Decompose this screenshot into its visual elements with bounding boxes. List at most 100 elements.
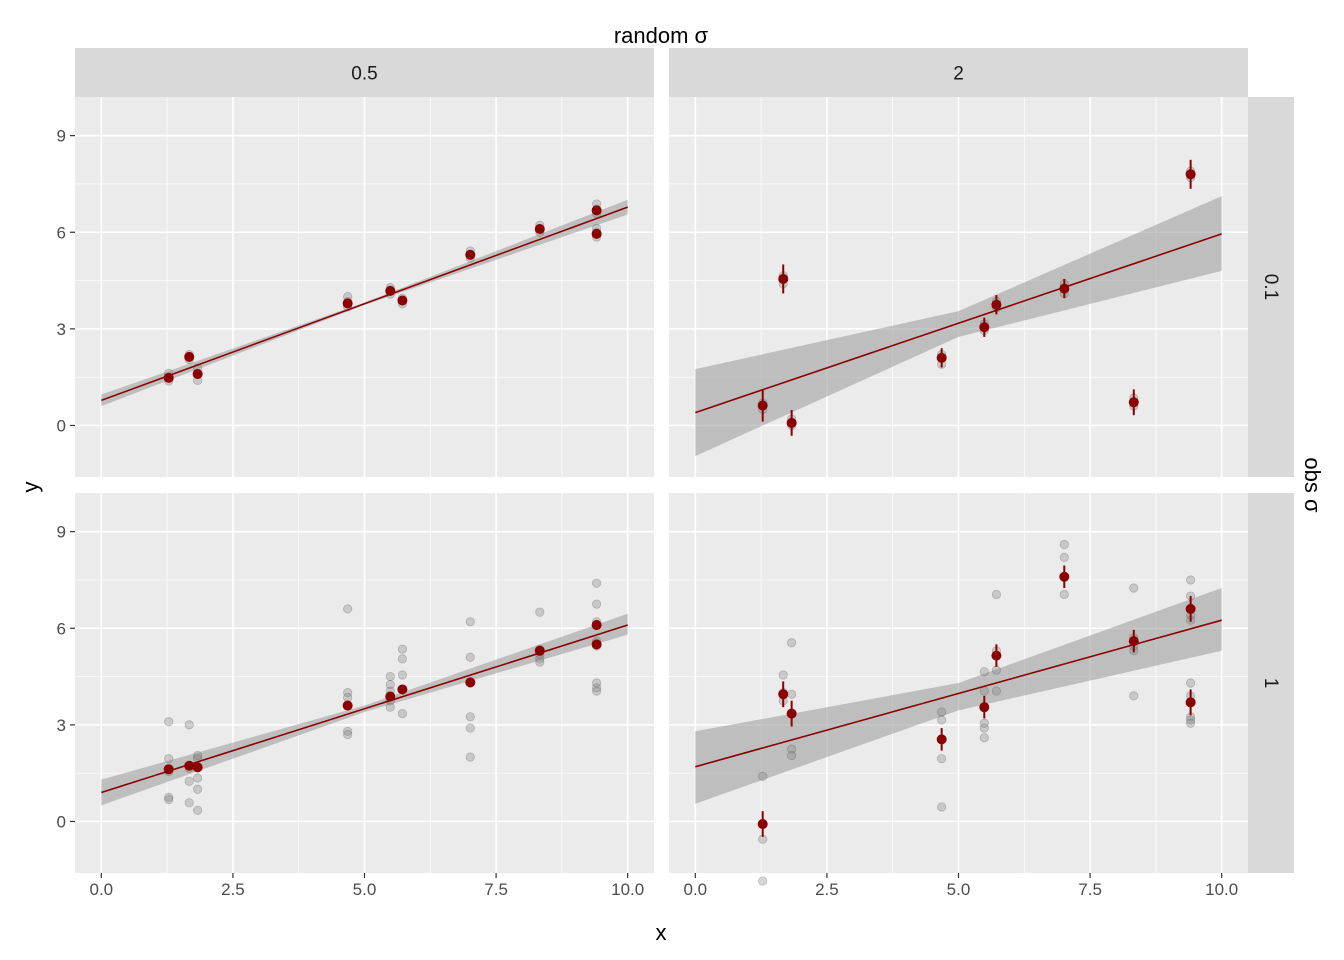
panel-2-0.1 (669, 97, 1248, 477)
panel-2-1 (669, 493, 1248, 886)
observation-point (397, 708, 407, 719)
mean-point (342, 298, 353, 309)
observation-point (1186, 678, 1196, 688)
y-tick-label: 3 (57, 320, 66, 339)
observation-point (193, 784, 203, 794)
observation-point (397, 654, 407, 664)
row-strips: 0.11 (1248, 97, 1294, 873)
mean-point (979, 322, 990, 333)
observation-point (465, 652, 475, 662)
observation-point (465, 712, 475, 722)
column-strips: 0.5 2 (75, 48, 1248, 97)
observation-point (979, 718, 989, 728)
observation-point (164, 792, 174, 802)
y-axis: 0 3 6 9 0 3 6 9 (57, 127, 75, 831)
x-tick-label: 5.0 (353, 880, 377, 899)
mean-point (192, 762, 203, 773)
mean-point (1059, 571, 1070, 582)
mean-point (778, 689, 789, 700)
x-tick-label: 2.5 (815, 880, 839, 899)
mean-point (534, 645, 545, 656)
mean-point (1185, 169, 1196, 180)
mean-point (991, 299, 1002, 310)
observation-point (1129, 691, 1139, 701)
col-strip-label: 0.5 (351, 64, 377, 85)
mean-point (465, 677, 476, 688)
observation-point (164, 754, 174, 764)
row-strip-1 (1248, 493, 1294, 873)
observation-point (184, 776, 194, 786)
mean-point (184, 760, 195, 771)
y-axis-title: y (18, 482, 43, 493)
x-tick-label: 5.0 (947, 880, 971, 899)
observation-point (465, 617, 475, 627)
x-axis: 0.0 2.5 5.0 7.5 10.0 0.0 2.5 5.0 7.5 10.0 (89, 873, 1238, 899)
confidence-ribbon (695, 196, 1222, 457)
mean-point (385, 285, 396, 296)
mean-point (757, 819, 768, 830)
mean-point (591, 620, 602, 631)
observation-point (1186, 718, 1196, 728)
observation-point (787, 689, 797, 699)
observation-point (787, 750, 797, 761)
x-tick-label: 0.0 (683, 880, 707, 899)
mean-point (786, 417, 797, 428)
observation-point (592, 683, 602, 693)
observation-point (397, 670, 407, 680)
observation-point (979, 733, 989, 743)
y-tick-label: 0 (57, 416, 66, 435)
y-tick-label: 6 (57, 223, 66, 242)
observation-point (778, 670, 788, 680)
observation-point (592, 599, 602, 609)
mean-point (991, 650, 1002, 661)
y-tick-label: 9 (57, 523, 66, 542)
observation-point (758, 876, 768, 886)
observation-point (164, 717, 174, 727)
observation-point (1059, 589, 1069, 600)
observation-point (343, 726, 353, 736)
y-tick-label: 9 (57, 127, 66, 146)
regression-line (101, 206, 628, 402)
observation-point (193, 773, 203, 783)
observation-point (397, 644, 407, 654)
row-facet-title: obs σ (1300, 457, 1325, 513)
mean-point (936, 352, 947, 363)
y-tick-label: 6 (57, 619, 66, 638)
observation-point (1059, 539, 1069, 550)
mean-point (757, 400, 768, 411)
x-tick-label: 7.5 (1078, 880, 1102, 899)
mean-point (1059, 283, 1070, 294)
observation-point (787, 744, 797, 754)
mean-point (591, 228, 602, 239)
mean-point (342, 700, 353, 711)
observation-point (937, 754, 947, 764)
observation-point (979, 667, 989, 677)
observation-point (979, 723, 989, 733)
observation-point (535, 657, 545, 667)
observation-point (164, 794, 174, 805)
regression-line (695, 233, 1222, 414)
mean-point (591, 205, 602, 216)
mean-point (397, 684, 408, 695)
x-axis-title: x (656, 920, 667, 945)
col-strip-label: 2 (953, 64, 964, 85)
observation-point (1129, 583, 1139, 593)
row-strip-label: 0.1 (1260, 274, 1281, 300)
observation-point (343, 688, 353, 698)
col-strip-0 (75, 48, 654, 97)
observation-point (535, 607, 545, 617)
observation-point (465, 723, 475, 733)
observation-point (343, 692, 353, 703)
observation-point (991, 589, 1001, 600)
mean-point (184, 351, 195, 362)
mean-point (786, 708, 797, 719)
mean-point (591, 639, 602, 650)
mean-point (778, 273, 789, 284)
observation-point (184, 798, 194, 808)
observation-point (385, 680, 395, 690)
observation-point (193, 805, 203, 815)
panel-0.5-1 (75, 493, 654, 873)
mean-point (534, 224, 545, 235)
facet-panels (75, 97, 1248, 886)
